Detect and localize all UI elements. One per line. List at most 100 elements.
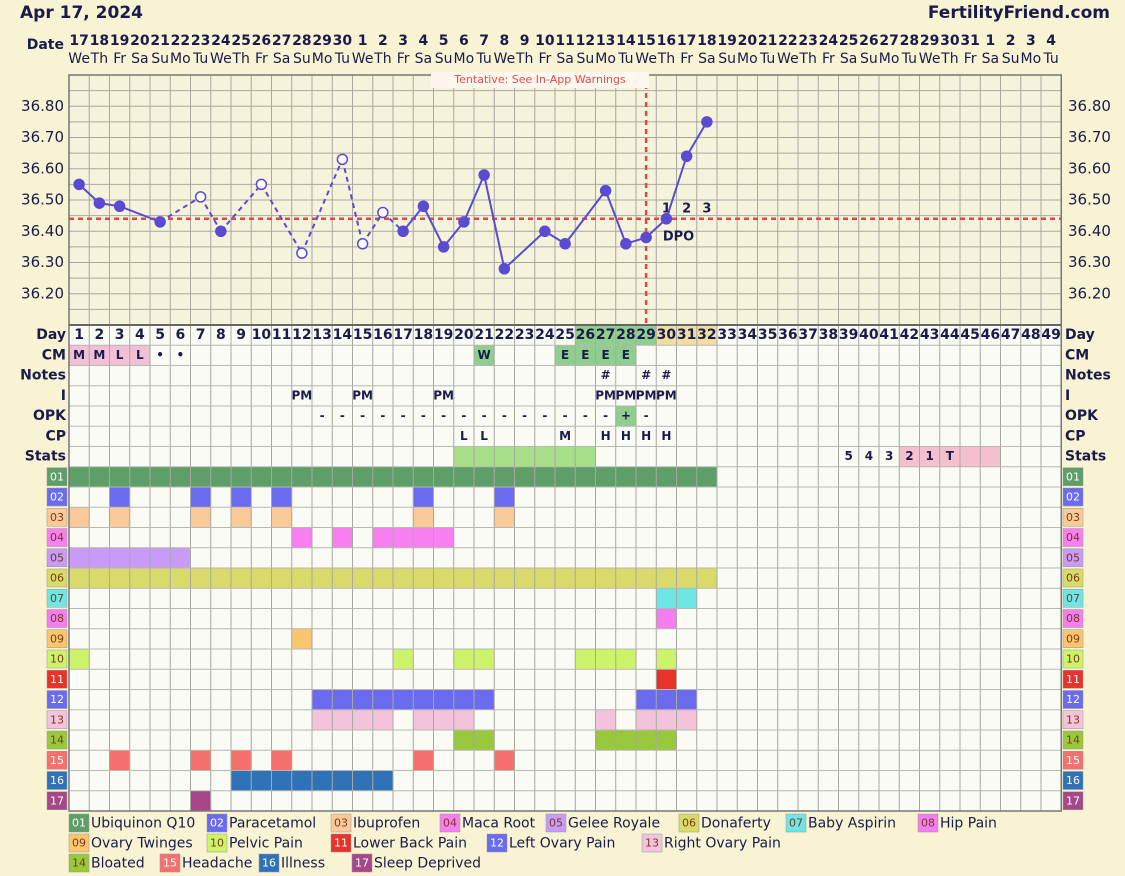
code-box — [1062, 649, 1084, 669]
date-number: 28 — [292, 33, 311, 49]
symptom-cell — [595, 568, 616, 589]
temp-segment — [422, 205, 445, 248]
date-number: 11 — [555, 33, 574, 49]
temp-point — [296, 247, 308, 259]
symptom-cell — [312, 689, 333, 710]
code-label: 01 — [72, 817, 86, 830]
symptom-cell — [291, 527, 312, 548]
cell-text: - — [563, 409, 568, 423]
row-label: Notes — [1065, 368, 1111, 384]
row-label: CM — [42, 347, 66, 363]
symptom-cell — [676, 568, 697, 589]
symptom-cell — [615, 568, 636, 589]
code-label: 13 — [645, 837, 659, 850]
code-box — [68, 833, 90, 853]
code-box — [46, 629, 68, 648]
code-label: 15 — [163, 857, 177, 870]
symptom-cell — [595, 649, 616, 670]
date-number: 10 — [535, 33, 555, 49]
code-box — [46, 751, 68, 770]
symptom-cell — [210, 568, 231, 589]
symptom-cell — [312, 709, 333, 730]
date-number: 18 — [90, 33, 109, 49]
cell-fill — [109, 345, 130, 366]
symptom-cell — [312, 466, 333, 487]
cell-text: # — [601, 368, 611, 382]
code-box — [46, 649, 68, 669]
symptom-cell — [190, 750, 211, 771]
code-box — [678, 813, 700, 833]
cell-text: H — [601, 429, 611, 443]
day-number: 46 — [981, 327, 1000, 343]
symptom-cell — [150, 547, 171, 568]
temp-segment — [119, 205, 161, 223]
weekday: Tu — [901, 51, 917, 67]
temp-segment — [685, 121, 708, 157]
temp-segment — [341, 159, 364, 244]
code-box — [46, 690, 68, 709]
y-tick-label: 36.30 — [1068, 253, 1111, 271]
code-box — [46, 487, 68, 507]
code-box — [46, 670, 68, 689]
code-label: 10 — [210, 837, 224, 850]
weekday: Su — [435, 51, 453, 67]
symptom-cell — [332, 466, 353, 487]
day-number: 23 — [515, 327, 534, 343]
symptom-cell — [109, 487, 130, 508]
symptom-cell — [453, 689, 474, 710]
temp-point — [377, 206, 389, 219]
code-label: 11 — [334, 837, 348, 850]
symptom-cell — [636, 689, 657, 710]
temp-point — [620, 238, 632, 250]
date-number: 23 — [798, 33, 817, 49]
cell-text: - — [380, 409, 385, 423]
day-number: 26 — [576, 327, 595, 343]
temp-point — [417, 200, 430, 212]
symptom-cell — [433, 466, 454, 487]
y-tick-label: 36.70 — [1068, 128, 1111, 146]
legend-name: Sleep Deprived — [374, 856, 481, 872]
symptom-cell — [352, 568, 373, 589]
cell-text: - — [644, 409, 649, 423]
code-label: 09 — [1066, 632, 1080, 645]
code-box — [1062, 730, 1084, 750]
weekday: Mo — [312, 51, 333, 67]
code-label: 07 — [789, 817, 803, 830]
date-number: 20 — [130, 33, 150, 49]
cell-text: - — [461, 409, 466, 423]
symptom-cell — [656, 709, 677, 730]
symptom-cell — [534, 466, 555, 487]
date-number: 27 — [272, 33, 291, 49]
symptom-cell — [170, 547, 191, 568]
symptom-cell — [433, 689, 454, 710]
symptom-cell — [312, 568, 333, 589]
temp-segment — [503, 230, 546, 270]
date-number: 21 — [150, 33, 169, 49]
code-label: 12 — [1066, 693, 1080, 706]
symptom-cell — [676, 689, 697, 710]
day-number: 18 — [414, 327, 433, 343]
y-tick-label: 36.50 — [1068, 191, 1111, 209]
temp-segment — [260, 183, 303, 254]
date-number: 19 — [717, 33, 736, 49]
day-number: 6 — [176, 327, 186, 343]
code-label: 16 — [262, 857, 276, 870]
cell-fill — [129, 345, 150, 366]
cell-text: T — [946, 449, 955, 463]
symptom-cell — [413, 507, 434, 528]
symptom-cell — [352, 689, 373, 710]
code-label: 08 — [921, 817, 935, 830]
symptom-cell — [109, 750, 130, 771]
legend-name: Maca Root — [462, 816, 536, 832]
cell-fill — [555, 446, 576, 467]
day-number: 20 — [454, 327, 474, 343]
code-box — [46, 771, 68, 790]
cell-text: W — [478, 348, 491, 362]
symptom-cell — [170, 568, 191, 589]
row-label: CP — [45, 428, 66, 444]
temp-point — [113, 200, 126, 212]
day-number: 28 — [616, 327, 635, 343]
temp-segment — [199, 196, 222, 232]
date-number: 31 — [960, 33, 979, 49]
code-label: 17 — [355, 857, 369, 870]
